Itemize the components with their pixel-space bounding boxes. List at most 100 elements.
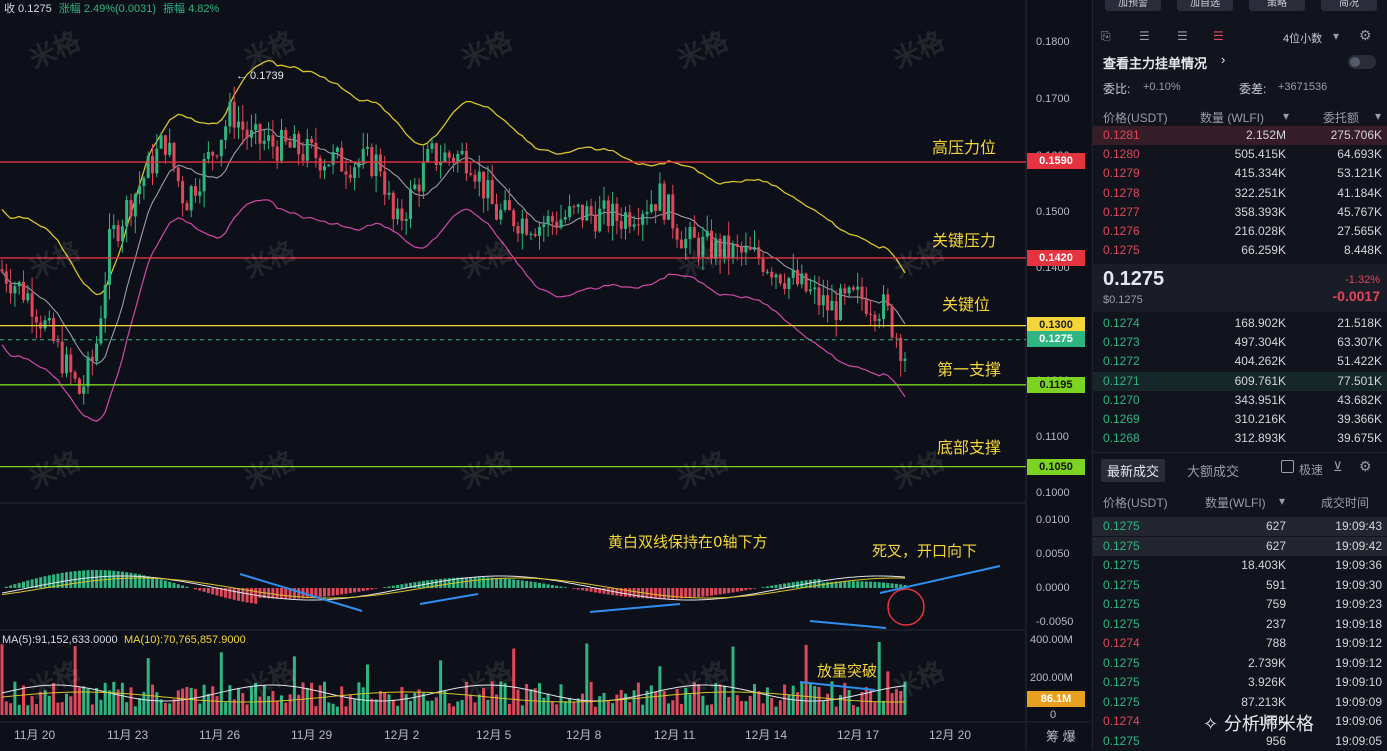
macd-bar <box>547 584 550 588</box>
candle-body <box>658 183 661 210</box>
fast-checkbox[interactable] <box>1281 460 1294 473</box>
volume-bar <box>108 690 111 715</box>
chevron-down-icon[interactable]: ▾ <box>1279 494 1285 508</box>
volume-bar <box>181 689 184 715</box>
volume-bar <box>99 700 102 715</box>
row-quantity: 497.304K <box>1235 335 1286 349</box>
candle-body <box>198 191 201 195</box>
chevron-down-icon[interactable]: ▾ <box>1333 29 1339 43</box>
candle-body <box>693 227 696 238</box>
candle-body <box>689 227 692 239</box>
book-header-amount[interactable]: 委托额 <box>1323 109 1359 126</box>
candle-body <box>766 272 769 273</box>
volume-bar <box>177 690 180 715</box>
candle-body <box>443 153 446 162</box>
volume-bar <box>882 701 885 715</box>
macd-bar <box>95 570 98 588</box>
candle-body <box>878 319 881 321</box>
macd-bar <box>383 587 386 588</box>
volume-bar <box>31 696 34 715</box>
layout-icon[interactable]: ⎘ <box>1101 29 1111 44</box>
main-force-toggle[interactable] <box>1348 55 1376 69</box>
decimals-select[interactable]: 4位小数 <box>1283 30 1322 46</box>
tab-large-trades[interactable]: 大额成交 <box>1187 461 1239 480</box>
both-sides-icon[interactable]: ☰ <box>1213 29 1224 43</box>
volume-bar <box>680 704 683 715</box>
macd-bar <box>499 578 502 588</box>
volume-bar <box>87 689 90 715</box>
asks-only-icon[interactable]: ☰ <box>1177 29 1188 43</box>
alert-button[interactable]: 加预警 <box>1105 0 1161 11</box>
macd-bar <box>357 588 360 592</box>
candle-body <box>336 148 339 152</box>
candle-body <box>48 318 51 320</box>
chevron-down-icon[interactable]: ▾ <box>1283 109 1289 123</box>
gear-icon[interactable]: ⚙ <box>1359 458 1372 475</box>
chevron-down-icon[interactable]: ▾ <box>1375 109 1381 123</box>
filter-icon[interactable]: ⊻ <box>1333 459 1343 475</box>
macd-bar <box>237 588 240 601</box>
row-time: 19:09:10 <box>1335 675 1382 689</box>
volume-bar <box>297 695 300 715</box>
row-price: 0.1271 <box>1103 374 1140 388</box>
row-amount: 275.706K <box>1331 128 1382 142</box>
candle-body <box>641 214 644 225</box>
trade-header-qty[interactable]: 数量(WLFI) <box>1205 494 1266 511</box>
volume-bar <box>869 690 872 715</box>
main-force-link[interactable]: 查看主力挂单情况 <box>1103 53 1207 72</box>
macd-bar <box>658 588 661 599</box>
gear-icon[interactable]: ⚙ <box>1359 27 1372 44</box>
chevron-right-icon[interactable]: › <box>1221 52 1225 67</box>
row-price: 0.1274 <box>1103 714 1140 728</box>
add-watchlist-button[interactable]: 加自选 <box>1177 0 1233 11</box>
macd-bar <box>185 587 188 588</box>
row-quantity: 627 <box>1266 519 1286 533</box>
candle-body <box>568 206 571 217</box>
candle-body <box>74 372 77 379</box>
strategy-button[interactable]: 策略 <box>1249 0 1305 11</box>
macd-bar <box>349 588 352 593</box>
x-axis-label: 12月 17 <box>837 726 879 743</box>
overview-button[interactable]: 简况 <box>1321 0 1377 11</box>
book-header-qty[interactable]: 数量 (WLFI) <box>1200 109 1264 126</box>
macd-bar <box>280 588 283 599</box>
candle-body <box>775 275 778 278</box>
x-axis-label: 11月 26 <box>199 726 240 743</box>
volume-bar <box>723 686 726 715</box>
chart-area[interactable]: 收 0.1275 涨幅 2.49%(0.0031) 振幅 4.82% ← 0.1… <box>0 0 1090 750</box>
macd-bar <box>177 584 180 588</box>
amplitude-info: 振幅 4.82% <box>163 3 219 15</box>
candle-body <box>594 214 597 231</box>
chip-toggle[interactable]: 筹 爆 <box>1046 726 1076 745</box>
volume-bar <box>267 696 270 715</box>
candle-body <box>551 216 554 222</box>
bids-only-icon[interactable]: ☰ <box>1139 29 1150 43</box>
tab-latest-trades[interactable]: 最新成交 <box>1101 459 1165 482</box>
candle-body <box>418 185 421 192</box>
volume-bar <box>194 689 197 715</box>
